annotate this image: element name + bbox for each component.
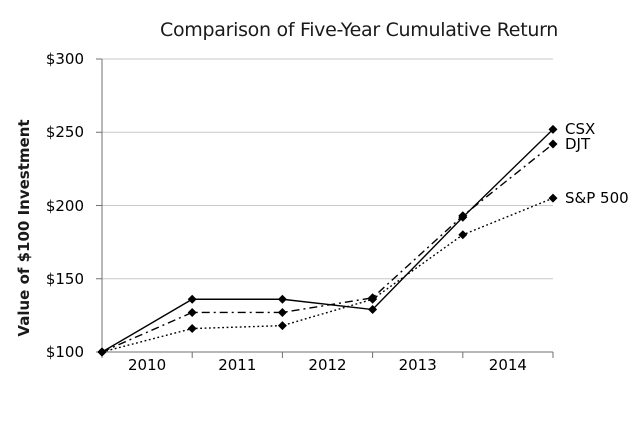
series-label-s-p-500: S&P 500 [565,189,629,208]
data-point-marker [548,139,558,149]
data-point-marker [368,294,378,304]
data-point-marker [187,324,197,334]
series-label-djt: DJT [565,134,591,153]
series-line-s-p-500 [101,197,554,353]
data-point-marker [277,294,287,304]
series-label-csx: CSX [565,120,596,139]
x-tick-label: 2011 [218,356,257,374]
y-tick-label: $250 [45,123,84,142]
x-tick-label: 2010 [128,356,167,374]
data-point-marker [277,307,287,317]
chart-title: Comparison of Five-Year Cumulative Retur… [159,19,559,41]
data-point-marker [458,230,468,240]
data-point-marker [548,193,558,203]
y-tick-label: $150 [45,269,84,288]
x-tick-label: 2014 [488,356,527,374]
data-point-marker [458,211,468,221]
y-tick-label: $100 [45,343,84,361]
y-tick-label: $300 [45,50,84,68]
data-point-marker [187,294,197,304]
series-line-csx [101,128,554,353]
x-tick-label: 2013 [398,356,437,374]
x-tick-label: 2012 [308,356,347,374]
data-point-marker [548,124,558,134]
data-point-marker [368,305,378,315]
series-line-djt [101,143,554,353]
data-point-marker [277,321,287,331]
data-point-marker [187,307,197,317]
y-tick-label: $200 [45,196,84,215]
data-point-marker [97,347,107,357]
